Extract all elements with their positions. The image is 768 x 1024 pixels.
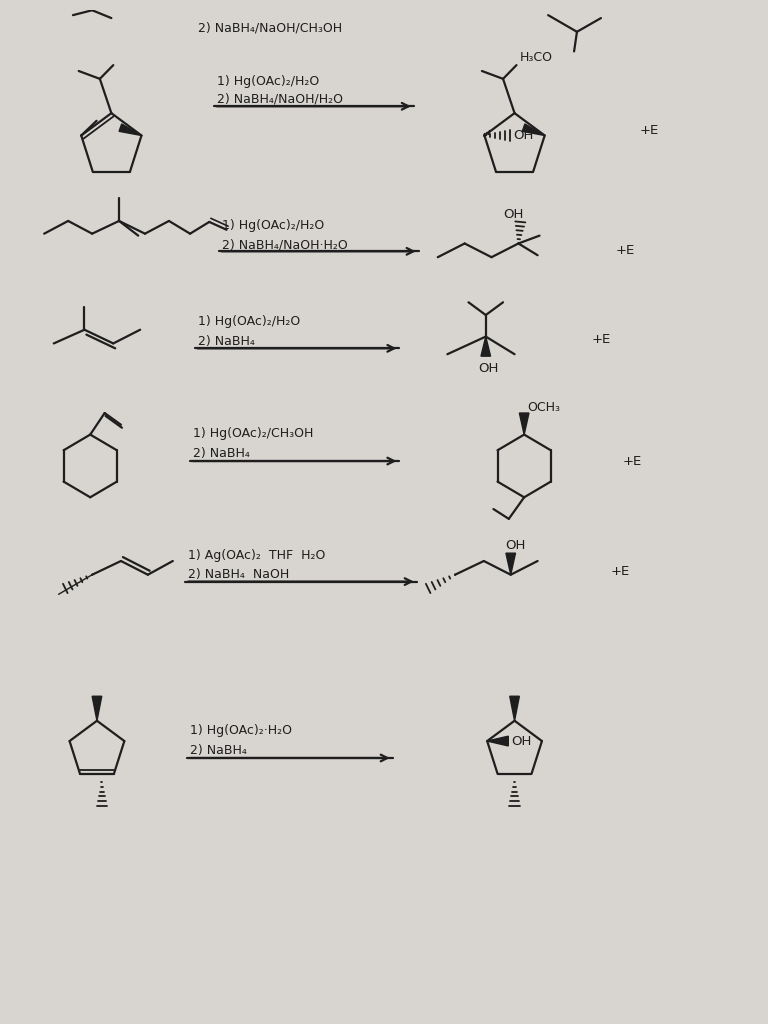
Polygon shape [487, 736, 508, 745]
Text: 1) Hg(OAc)₂·H₂O: 1) Hg(OAc)₂·H₂O [190, 724, 292, 737]
Text: OH: OH [511, 734, 531, 748]
Polygon shape [522, 124, 545, 135]
Text: OCH₃: OCH₃ [527, 400, 560, 414]
Text: +E: +E [591, 333, 611, 346]
Text: 2) NaBH₄/NaOH/CH₃OH: 2) NaBH₄/NaOH/CH₃OH [197, 22, 342, 35]
Text: +E: +E [623, 455, 642, 468]
Text: 2) NaBH₄  NaOH: 2) NaBH₄ NaOH [188, 568, 290, 582]
Polygon shape [519, 413, 529, 434]
Polygon shape [506, 553, 515, 574]
Text: 1) Hg(OAc)₂/H₂O: 1) Hg(OAc)₂/H₂O [217, 76, 319, 88]
Text: OH: OH [503, 208, 524, 220]
Text: OH: OH [513, 129, 534, 142]
Text: OH: OH [478, 362, 498, 376]
Text: 2) NaBH₄: 2) NaBH₄ [197, 335, 255, 348]
Text: 1) Hg(OAc)₂/CH₃OH: 1) Hg(OAc)₂/CH₃OH [193, 427, 313, 440]
Text: +E: +E [639, 124, 659, 137]
Text: +E: +E [615, 244, 634, 257]
Text: 1) Hg(OAc)₂/H₂O: 1) Hg(OAc)₂/H₂O [197, 315, 300, 329]
Text: 2) NaBH₄: 2) NaBH₄ [190, 743, 247, 757]
Text: +E: +E [611, 565, 630, 579]
Text: OH: OH [505, 539, 525, 552]
Text: H₃CO: H₃CO [519, 51, 552, 63]
Text: 2) NaBH₄/NaOH/H₂O: 2) NaBH₄/NaOH/H₂O [217, 93, 343, 105]
Text: 1) Ag(OAc)₂  THF  H₂O: 1) Ag(OAc)₂ THF H₂O [188, 549, 326, 561]
Polygon shape [481, 337, 491, 356]
Text: 2) NaBH₄/NaOH·H₂O: 2) NaBH₄/NaOH·H₂O [222, 239, 347, 252]
Polygon shape [92, 696, 101, 721]
Text: 2) NaBH₄: 2) NaBH₄ [193, 446, 250, 460]
Text: 1) Hg(OAc)₂/H₂O: 1) Hg(OAc)₂/H₂O [222, 219, 324, 232]
Polygon shape [510, 696, 519, 721]
Polygon shape [119, 124, 141, 135]
